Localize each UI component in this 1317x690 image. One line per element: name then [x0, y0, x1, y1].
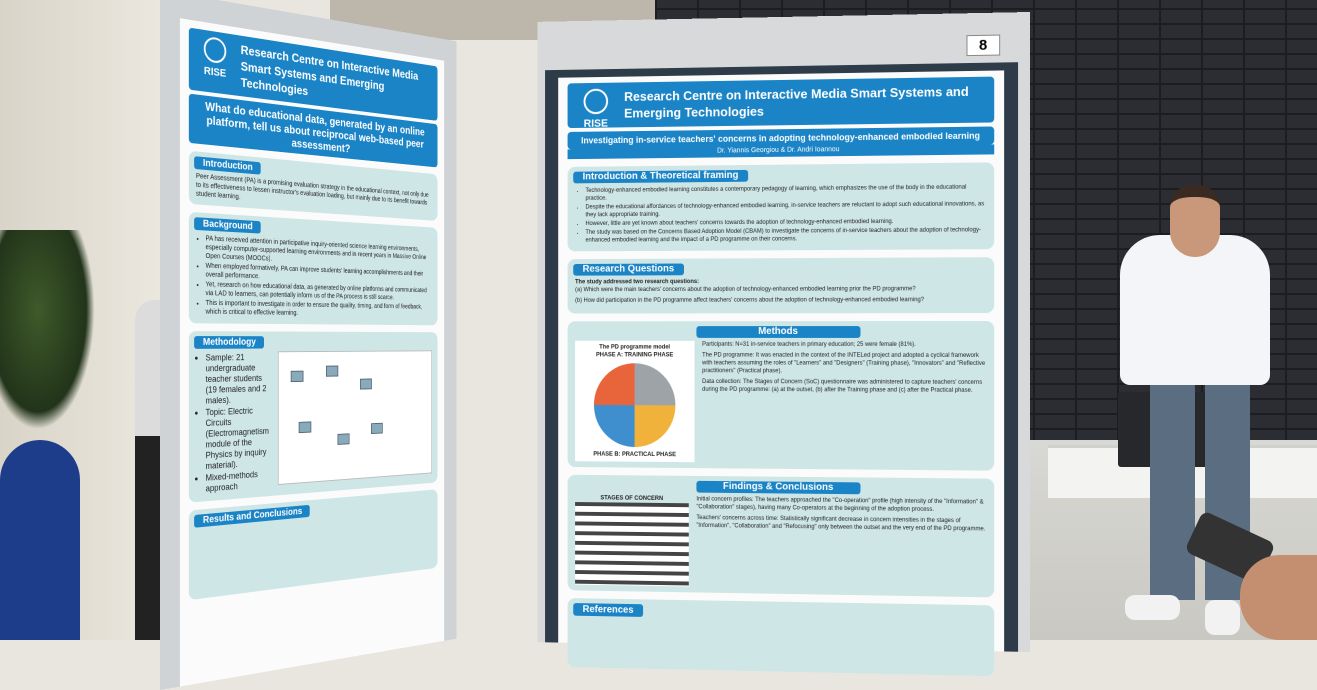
bullet-list: Technology-enhanced embodied learning co…: [575, 183, 986, 244]
findings-body: STAGES OF CONCERN Initial concern profil…: [575, 494, 986, 591]
section: Research Questions The study addressed t…: [567, 257, 995, 314]
pd-model: The PD programme model PHASE A: TRAINING…: [575, 340, 695, 463]
header-text: Research Centre on Interactive Media Sma…: [240, 42, 419, 99]
bullet: This is important to investigate in orde…: [206, 299, 432, 319]
bullet: Mixed-methods approach: [206, 468, 273, 494]
section-heading: Methods: [696, 326, 861, 338]
list: Initial concern profiles: The teachers a…: [696, 496, 986, 592]
photo: {"poster_left": {"logo": "RISE", "header…: [0, 0, 1317, 640]
list: Participants: N=31 in-service teachers i…: [702, 341, 986, 465]
figure-box: [360, 378, 372, 390]
list-item: Initial concern profiles: The teachers a…: [696, 496, 984, 513]
list-item: Data collection: The Stages of Concern (…: [702, 379, 983, 394]
board-number: 8: [966, 34, 1001, 57]
poster-frame: RISE Research Centre on Interactive Medi…: [545, 62, 1019, 677]
methodology-body: Sample: 21 undergraduate teacher student…: [196, 350, 432, 496]
bullet: Despite the educational affordances of t…: [585, 200, 986, 219]
logo-text: RISE: [583, 117, 608, 130]
bullet: Technology-enhanced embodied learning co…: [585, 183, 986, 202]
poster-header: RISE Research Centre on Interactive Medi…: [567, 76, 995, 130]
bullet: The study was based on the Concerns Base…: [585, 226, 986, 244]
section: Methodology Sample: 21 undergraduate tea…: [188, 331, 438, 503]
figure-box: [298, 421, 312, 434]
poster: RISE Research Centre on Interactive Medi…: [179, 18, 445, 687]
section-heading: Research Questions: [573, 263, 684, 276]
list-item: Participants: N=31 in-service teachers i…: [702, 341, 916, 348]
figure-box: [290, 370, 304, 383]
bullet: Topic: Electric Circuits (Electromagneti…: [206, 405, 273, 472]
section-heading: Introduction & Theoretical framing: [573, 169, 749, 184]
shoe: [1125, 595, 1180, 620]
phase-label: PHASE A: TRAINING PHASE: [596, 352, 674, 359]
figure-box: [326, 365, 339, 377]
model-title: The PD programme model: [599, 344, 671, 351]
bullet-list: PA has received attention in participati…: [196, 234, 432, 319]
cocktail-table: [0, 440, 80, 640]
section-text: Peer Assessment (PA) is a promising eval…: [195, 173, 429, 207]
list-item: (b) How did participation in the PD prog…: [575, 297, 925, 304]
logo: RISE: [196, 35, 234, 84]
figure-box: [371, 422, 383, 435]
section-heading: Methodology: [194, 336, 265, 349]
section: Background PA has received attention in …: [188, 211, 438, 326]
bullet-list: Sample: 21 undergraduate teacher student…: [196, 351, 273, 496]
figure: [277, 350, 432, 486]
hand: [1240, 555, 1317, 640]
section-heading: Background: [194, 217, 261, 234]
list: (a) Which were the main teachers' concer…: [575, 285, 986, 305]
methods-body: The PD programme model PHASE A: TRAINING…: [575, 340, 986, 465]
poster-board: 8 RISE Research Centre on Interactive Me…: [537, 12, 1030, 677]
poster-board: RISE Research Centre on Interactive Medi…: [160, 0, 457, 690]
section: References: [567, 598, 995, 677]
plant: [0, 230, 95, 430]
section: Findings & Conclusions STAGES OF CONCERN…: [567, 474, 995, 598]
logo-icon: [203, 35, 227, 65]
phase-label: PHASE B: PRACTICAL PHASE: [593, 451, 677, 459]
bullet: Sample: 21 undergraduate teacher student…: [206, 352, 273, 406]
shoe: [1205, 600, 1240, 635]
poster: RISE Research Centre on Interactive Medi…: [558, 70, 1005, 677]
stairs-figure: [575, 502, 689, 587]
logo-icon: [583, 88, 609, 115]
list-item: The PD programme: It was enacted in the …: [702, 352, 986, 375]
logo: RISE: [575, 88, 616, 132]
section: Methods The PD programme model PHASE A: …: [567, 321, 995, 471]
section-heading: Findings & Conclusions: [696, 480, 861, 495]
presenter-head: [1170, 185, 1220, 257]
presenter-shirt: [1120, 235, 1270, 385]
logo-text: RISE: [203, 65, 227, 80]
section: Introduction & Theoretical framing Techn…: [567, 162, 995, 252]
section: Results and Conclusions: [188, 489, 438, 601]
list-item: (a) Which were the main teachers' concer…: [575, 286, 916, 294]
section-heading: References: [573, 603, 644, 617]
figure: STAGES OF CONCERN: [575, 494, 689, 587]
section-heading: Results and Conclusions: [194, 504, 311, 528]
model-wheel: [593, 363, 676, 448]
list-item: Teachers' concerns across time: Statisti…: [696, 515, 986, 533]
page: Poster session photo html, body { margin…: [0, 0, 1317, 640]
header-text: Research Centre on Interactive Media Sma…: [624, 83, 969, 121]
figure-box: [337, 433, 350, 445]
